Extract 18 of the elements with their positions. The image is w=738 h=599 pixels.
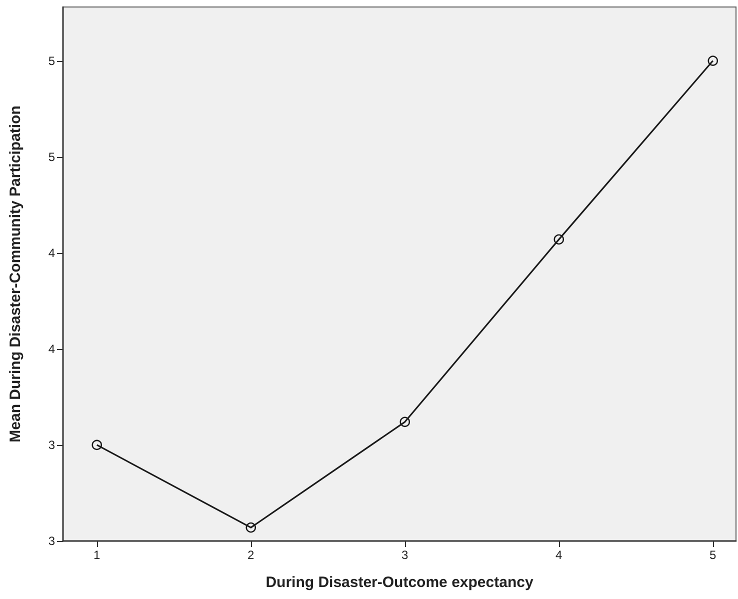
point [92,440,102,450]
point [554,234,564,245]
point [400,416,410,428]
y-tick-label: 3 [48,438,56,452]
y-axis-title: Mean During Disaster-Community Participation [7,106,24,442]
x-axis-title: During Disaster-Outcome expectancy [266,574,534,591]
y-tick-label: 3 [48,534,56,548]
point [246,522,256,533]
x-tick-label: 5 [710,548,717,562]
point [708,56,718,66]
y-tick-label: 4 [48,342,56,356]
x-tick-label: 2 [248,548,255,562]
y-tick-label: 4 [48,246,56,260]
x-tick-label: 3 [402,548,409,562]
x-tick-label: 1 [94,548,101,562]
y-tick-label: 5 [48,54,56,68]
x-tick-label: 4 [556,548,563,562]
y-tick-label: 5 [48,150,56,164]
